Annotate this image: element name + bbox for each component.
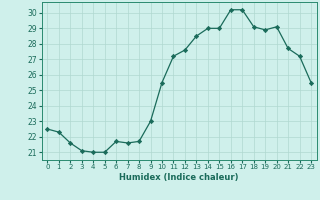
X-axis label: Humidex (Indice chaleur): Humidex (Indice chaleur) [119,173,239,182]
